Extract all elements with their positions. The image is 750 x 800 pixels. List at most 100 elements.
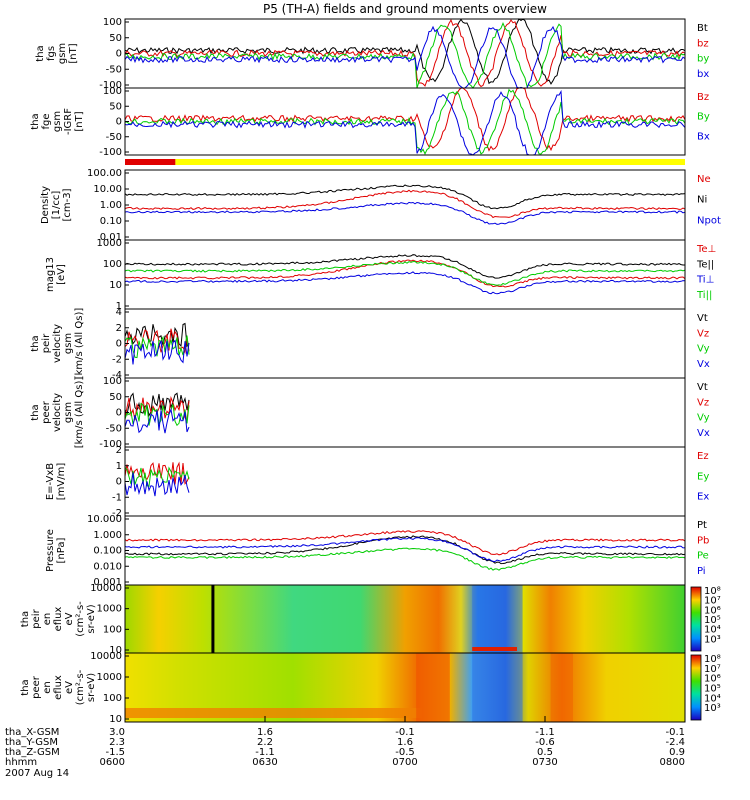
colorbar-tick: 10⁵ xyxy=(704,684,721,695)
y-axis-label: gsm xyxy=(63,402,74,423)
y-tick-label: 2 xyxy=(116,445,122,456)
y-tick-label: -100 xyxy=(99,439,122,450)
y-tick-label: 100 xyxy=(103,693,122,704)
ephemeris-value: -0.5 xyxy=(395,747,415,758)
legend-ey: Ey xyxy=(697,471,709,482)
legend-pe: Pe xyxy=(697,551,709,562)
colorbar-tick: 10⁷ xyxy=(704,596,721,607)
panel-5: Vt Vz Vy Vx 4 2 0 -2 -4 tha peir velocity gsm [km/s (… xyxy=(30,307,710,381)
y-axis-label: tha xyxy=(30,404,41,420)
series-vy xyxy=(124,335,190,359)
ephemeris-value: 0700 xyxy=(392,757,417,768)
legend-vt: Vt xyxy=(697,313,708,324)
y-tick-label: 50 xyxy=(109,33,122,44)
legend-bz: bz xyxy=(697,38,709,49)
y-axis-label: velocity xyxy=(52,324,63,363)
y-axis-label: gsm xyxy=(57,43,68,64)
y-axis-label: eflux xyxy=(53,675,64,700)
ephemeris-value: -0.1 xyxy=(665,727,685,738)
spectrogram-hot-band xyxy=(550,653,573,722)
series-ni xyxy=(124,184,686,210)
series-pb xyxy=(124,530,686,556)
series-ti xyxy=(124,260,686,286)
y-axis-label: tha xyxy=(20,611,31,627)
y-axis-label: tha xyxy=(30,113,41,129)
series-te xyxy=(124,254,685,279)
y-axis-label: Density xyxy=(40,186,51,224)
y-axis-label: (cm²-s- xyxy=(75,669,86,705)
y-axis-label: Pressure xyxy=(45,529,56,572)
series-pt xyxy=(124,535,686,565)
ephemeris-value: 0.9 xyxy=(669,747,685,758)
panel-8: Pt Pb Pe Pi 10.000 1.000 0.100 0.010 0.001 Pressu… xyxy=(45,514,709,588)
y-tick-label: -100 xyxy=(99,147,122,158)
y-tick-label: 1000 xyxy=(97,238,122,249)
series-ti xyxy=(124,271,686,295)
ephemeris-value: 3.0 xyxy=(109,727,125,738)
y-axis-label: peir xyxy=(41,333,52,353)
y-tick-label: 10 xyxy=(109,645,122,656)
legend-te: Te⊥ xyxy=(696,244,716,255)
y-axis-label: [cm-3] xyxy=(62,188,73,221)
spectrogram-low-flux-band xyxy=(472,585,523,653)
colorbar-tick: 10⁴ xyxy=(704,693,721,704)
y-axis-label: peer xyxy=(41,400,52,424)
y-tick-label: 0 xyxy=(116,49,122,60)
legend-vz: Vz xyxy=(697,328,709,339)
y-axis-label: fgs xyxy=(46,46,57,61)
panel-2: Bz By Bx 100 50 0 -50 -100 tha fge gsm -IGRF [nT] xyxy=(30,86,710,158)
series-bz xyxy=(124,87,686,152)
ephemeris-value: 0.5 xyxy=(537,747,553,758)
y-axis-label: sr-eV) xyxy=(86,604,97,633)
legend-pt: Pt xyxy=(697,520,707,531)
spectrogram-hot-band xyxy=(416,653,450,722)
spectrogram-low-flux-band xyxy=(472,653,523,722)
y-tick-label: 0.001 xyxy=(93,577,122,588)
y-tick-label: -1 xyxy=(112,492,122,503)
colorbar-tick: 10³ xyxy=(704,634,721,645)
y-tick-label: 10.000 xyxy=(87,514,122,525)
panel-1: Bt bz by bx 100 50 0 -50 -100 tha fgs gsm [nT] xyxy=(35,17,709,91)
series-vz xyxy=(124,328,190,355)
series-bt xyxy=(124,18,686,85)
ephemeris-value: 1.6 xyxy=(257,727,273,738)
ephemeris-value: -1.5 xyxy=(105,747,125,758)
legend-by: by xyxy=(697,54,709,65)
series-ey xyxy=(124,466,190,487)
series-pe xyxy=(124,547,686,571)
plot-frame xyxy=(124,239,686,310)
ephemeris-value: -1.1 xyxy=(535,727,555,738)
y-tick-label: -100 xyxy=(99,80,122,91)
legend-ti: Ti⊥ xyxy=(696,275,714,286)
colorbar xyxy=(690,654,702,721)
y-axis-label: en xyxy=(42,681,53,694)
y-axis-label: eV xyxy=(64,681,75,694)
y-tick-label: 10000 xyxy=(90,651,122,662)
legend-te: Te|| xyxy=(696,259,714,270)
series-te xyxy=(124,259,686,288)
y-axis-label: -IGRF xyxy=(63,108,74,135)
series-ex xyxy=(124,472,190,497)
y-tick-label: 0.100 xyxy=(93,546,122,557)
ephemeris-value: 0800 xyxy=(660,757,685,768)
legend-bx: bx xyxy=(697,69,709,80)
y-tick-label: 100 xyxy=(103,86,122,97)
plot-frame xyxy=(124,169,686,241)
legend-pi: Pi xyxy=(697,566,706,577)
legend-vt: Vt xyxy=(697,382,708,393)
colorbar-tick: 10⁷ xyxy=(704,664,721,675)
y-tick-label: 1.000 xyxy=(93,530,122,541)
y-axis-label: [1/cc] xyxy=(51,191,62,220)
plot-frame xyxy=(124,18,686,89)
y-axis-label: fge xyxy=(41,113,52,129)
y-axis-label: en xyxy=(42,613,53,626)
y-axis-label: [nPa] xyxy=(56,537,67,563)
series-vt xyxy=(124,322,190,348)
legend-ni: Ni xyxy=(697,195,707,206)
legend-bz: Bz xyxy=(697,92,709,103)
legend-bt: Bt xyxy=(697,23,708,34)
series-vx xyxy=(124,407,190,434)
ephemeris-value: -2.4 xyxy=(665,737,685,748)
legend-vy: Vy xyxy=(697,344,710,355)
